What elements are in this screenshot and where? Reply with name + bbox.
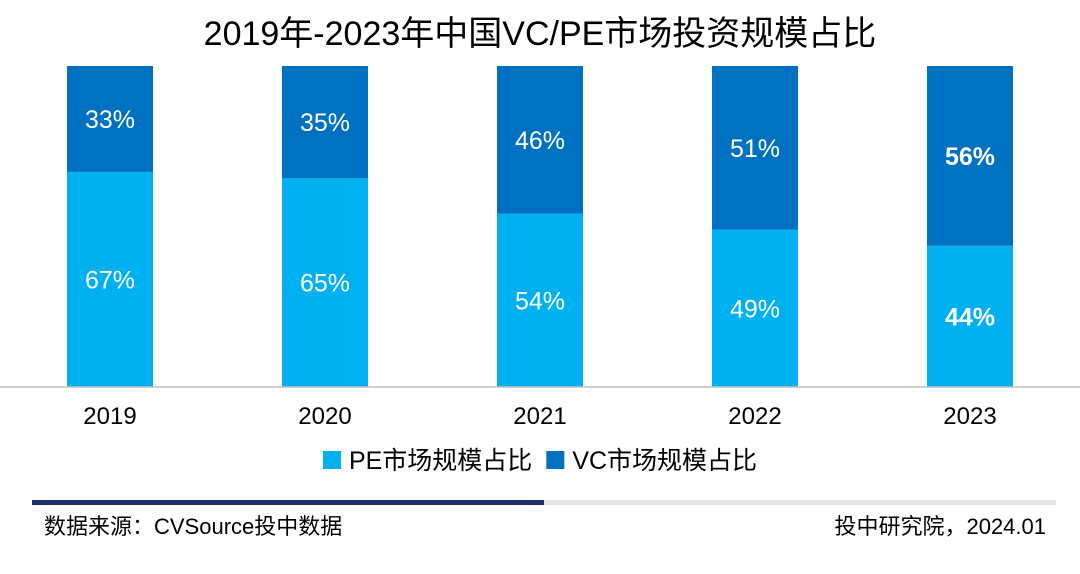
legend-swatch-pe	[322, 451, 341, 469]
bar-pe-2021	[497, 213, 583, 387]
x-tick-label-2019: 2019	[83, 403, 136, 430]
legend-item-vc: VC市场规模占比	[546, 447, 757, 475]
bar-labels-layer: 67% 33% 65% 35% 54% 46% 49% 51% 44% 56%	[85, 106, 995, 331]
bar-vc-2020	[282, 66, 368, 179]
data-label-pe-2021: 54%	[515, 287, 565, 315]
legend-swatch-vc	[546, 451, 565, 469]
footer-rule-dark	[32, 500, 544, 505]
footer-credit: 投中研究院，2024.01	[834, 514, 1046, 539]
data-label-vc-2019: 33%	[85, 106, 135, 134]
bar-vc-2019	[67, 66, 153, 172]
legend-label-vc: VC市场规模占比	[572, 447, 757, 475]
x-tick-label-2022: 2022	[728, 403, 781, 430]
legend: PE市场规模占比 VC市场规模占比	[322, 447, 757, 475]
bar-pe-2020	[282, 178, 368, 387]
x-tick-label-2023: 2023	[943, 403, 996, 430]
bar-pe-2023	[927, 245, 1013, 387]
data-label-pe-2022: 49%	[730, 295, 780, 323]
x-tick-label-2020: 2020	[298, 403, 351, 430]
chart-title: 2019年-2023年中国VC/PE市场投资规模占比	[203, 15, 877, 53]
bar-pe-2019	[67, 171, 153, 387]
legend-label-pe: PE市场规模占比	[349, 447, 532, 475]
legend-item-pe: PE市场规模占比	[322, 447, 532, 475]
footer-source: 数据来源：CVSource投中数据	[44, 514, 343, 539]
bar-pe-2022	[712, 229, 798, 387]
footer-rule-light	[544, 500, 1056, 505]
data-label-vc-2020: 35%	[300, 109, 350, 137]
bars-layer	[67, 66, 1013, 387]
data-label-vc-2022: 51%	[730, 135, 780, 163]
data-label-vc-2021: 46%	[515, 127, 565, 155]
x-axis-ticks: 2019 2020 2021 2022 2023	[83, 403, 996, 430]
data-label-pe-2020: 65%	[300, 270, 350, 298]
bar-vc-2021	[497, 66, 583, 214]
data-label-pe-2023: 44%	[945, 303, 995, 331]
data-label-pe-2019: 67%	[85, 266, 135, 294]
bar-vc-2022	[712, 66, 798, 230]
x-tick-label-2021: 2021	[513, 403, 566, 430]
data-label-vc-2023: 56%	[945, 143, 995, 171]
bar-vc-2023	[927, 66, 1013, 246]
